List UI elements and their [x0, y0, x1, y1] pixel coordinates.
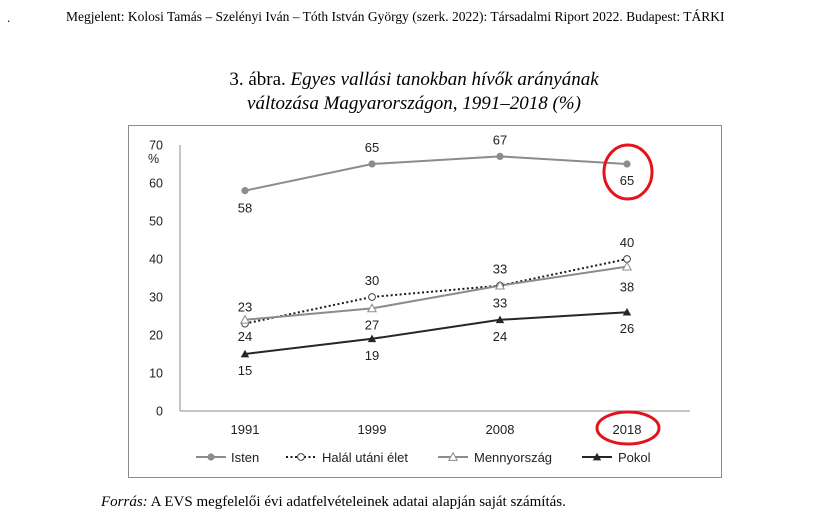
y-tick-label: 60 [149, 177, 163, 191]
x-tick-label: 2018 [613, 422, 642, 437]
data-label: 58 [238, 201, 252, 216]
source-text: A EVS megfelelői évi adatfelvételeinek a… [150, 494, 566, 510]
y-axis-unit-label: % [148, 152, 159, 166]
data-label: 26 [620, 321, 634, 336]
data-point-marker [241, 187, 249, 195]
legend-label: Mennyország [474, 450, 552, 465]
data-point-marker [623, 160, 631, 168]
data-label: 23 [238, 300, 252, 315]
data-point-marker [368, 293, 376, 301]
data-point-marker [239, 314, 251, 324]
data-label: 33 [493, 262, 507, 277]
y-tick-label: 50 [149, 215, 163, 229]
data-point-marker [240, 349, 250, 358]
figure-title: 3. ábra. Egyes vallási tanokban hívők ar… [0, 68, 828, 116]
y-tick-label: 30 [149, 291, 163, 305]
data-point-marker [495, 315, 505, 324]
chart-frame [128, 125, 722, 478]
data-point-marker [621, 261, 633, 271]
source-label: Forrás: [101, 494, 148, 510]
series-line-3 [244, 311, 628, 355]
data-label: 24 [238, 329, 252, 344]
data-label: 40 [620, 235, 634, 250]
data-point-marker [496, 152, 504, 160]
data-label: 67 [493, 132, 507, 147]
x-tick-label: 1991 [231, 422, 260, 437]
legend-marker-3 [592, 452, 602, 461]
data-label: 15 [238, 363, 252, 378]
data-label: 33 [493, 296, 507, 311]
series-line-0 [244, 155, 628, 192]
citation-header: Megjelent: Kolosi Tamás – Szelényi Iván … [66, 9, 725, 24]
data-label: 65 [365, 140, 379, 155]
legend-label: Isten [231, 450, 259, 465]
page-marker: . [7, 10, 11, 25]
data-point-marker [366, 303, 378, 313]
highlight-circle-year [595, 410, 661, 446]
series-line-1 [244, 258, 628, 325]
x-tick-label: 1999 [358, 422, 387, 437]
x-tick-label: 2008 [486, 422, 515, 437]
y-tick-label: 10 [149, 367, 163, 381]
data-point-marker [622, 308, 632, 316]
data-label: 30 [365, 273, 379, 288]
data-label: 65 [620, 173, 634, 188]
legend-marker-2 [447, 451, 459, 461]
data-label: 19 [365, 348, 379, 363]
data-label: 38 [620, 280, 634, 295]
data-point-marker [367, 334, 377, 343]
y-tick-label: 40 [149, 253, 163, 267]
figure-title-line2: változása Magyarországon, 1991–2018 (%) [247, 93, 581, 114]
source-note: Forrás: A EVS megfelelői évi adatfelvéte… [101, 494, 566, 511]
y-tick-label: 0 [156, 405, 163, 419]
legend-marker-0 [207, 453, 215, 461]
figure-title-line1: Egyes vallási tanokban hívők arányának [290, 69, 599, 90]
y-tick-label: 20 [149, 329, 163, 343]
data-label: 24 [493, 329, 507, 344]
legend-label: Halál utáni élet [322, 450, 408, 465]
figure-title-prefix: 3. ábra. [229, 69, 286, 90]
data-point-marker [368, 160, 376, 168]
highlight-circle-value [602, 143, 654, 201]
data-point-marker [494, 280, 506, 290]
legend-marker-1 [297, 453, 305, 461]
data-label: 27 [365, 317, 379, 332]
series-line-2 [244, 265, 628, 321]
legend-label: Pokol [618, 450, 651, 465]
y-tick-label: 70 [149, 139, 163, 153]
